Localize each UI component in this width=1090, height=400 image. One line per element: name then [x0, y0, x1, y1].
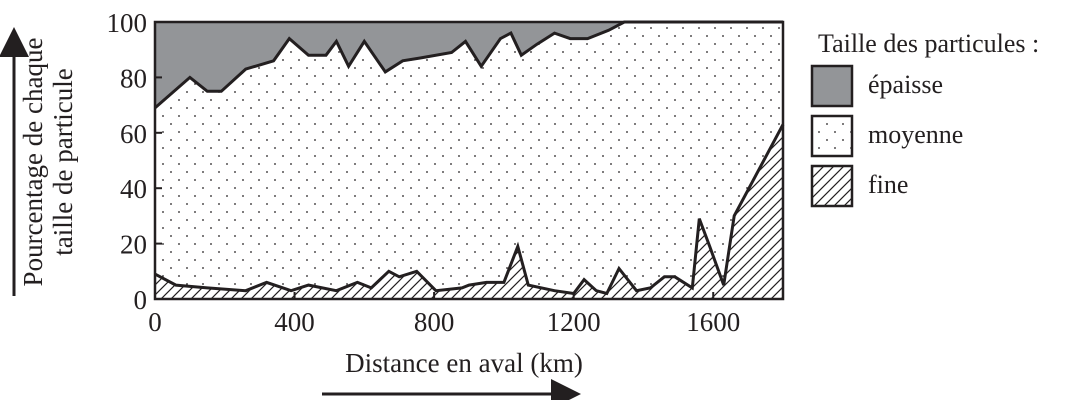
- plot-frame: [153, 20, 785, 301]
- plot-area: [153, 20, 785, 301]
- series-area-epaisse: [155, 22, 783, 108]
- y-tick-label: 20: [120, 230, 147, 260]
- series-area-fine: [155, 124, 783, 299]
- y-tick-label: 40: [120, 174, 147, 204]
- legend-swatch-fine: [810, 164, 854, 208]
- y-tick-label: 60: [120, 119, 147, 149]
- x-axis: 0 400 800 1200 1600: [148, 292, 740, 337]
- legend-label-fine: fine: [868, 170, 908, 199]
- y-tick-label: 80: [120, 63, 147, 93]
- x-tick-label: 800: [414, 307, 455, 337]
- x-axis-label: Distance en aval (km): [345, 348, 583, 378]
- y-axis-label-line1: Pourcentage de chaque: [18, 38, 48, 287]
- x-tick-label: 1600: [686, 307, 740, 337]
- series-boundary-fine: [154, 123, 785, 296]
- legend-swatch-moyenne: [810, 114, 854, 158]
- y-tick-label: 100: [107, 8, 148, 38]
- legend: Taille des particules : épaisse moyenne …: [810, 29, 1039, 208]
- y-axis: 0 20 40 60 80 100: [107, 8, 162, 315]
- series-area-moyenne: [155, 22, 783, 299]
- legend-title: Taille des particules :: [818, 29, 1039, 58]
- y-axis-label-line2: taille de particule: [48, 68, 78, 255]
- series-boundary-epaisse: [154, 20, 783, 110]
- x-tick-label: 1200: [547, 307, 601, 337]
- legend-label-moyenne: moyenne: [868, 120, 963, 149]
- legend-swatch-epaisse: [810, 64, 854, 108]
- legend-label-epaisse: épaisse: [868, 70, 943, 99]
- x-tick-label: 0: [148, 307, 162, 337]
- y-tick-label: 0: [134, 285, 148, 315]
- x-tick-label: 400: [274, 307, 315, 337]
